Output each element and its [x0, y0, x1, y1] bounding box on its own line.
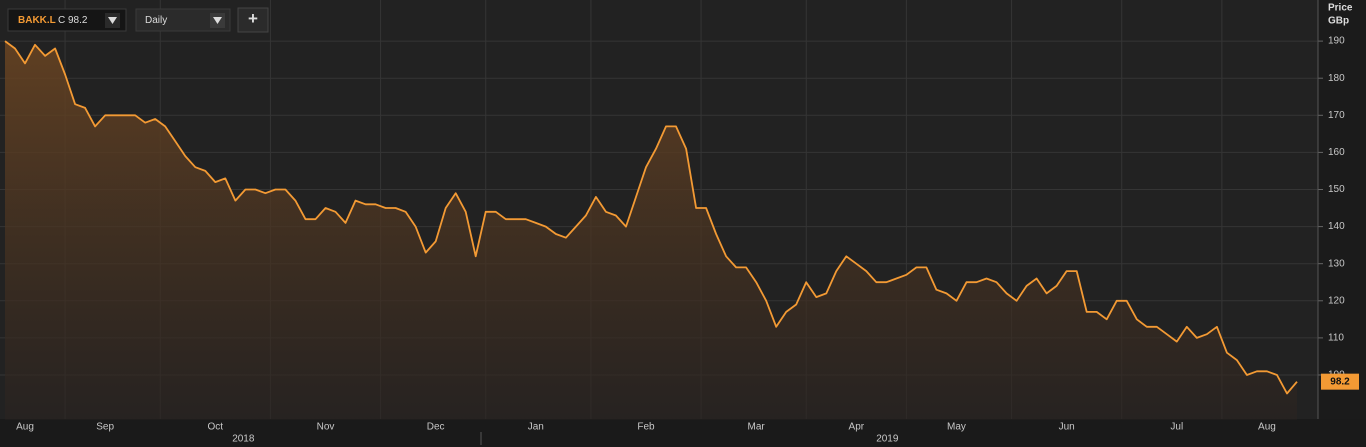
add-icon: + [248, 9, 258, 28]
add-button[interactable] [237, 7, 269, 33]
dropdown-arrow [108, 17, 117, 24]
y-axis-unit: GBp [1328, 16, 1349, 27]
x-tick-label: Dec [427, 422, 445, 433]
price-line [4, 40, 1298, 395]
area [5, 41, 1297, 420]
interval: Daily [145, 15, 167, 26]
x-tick-label: Mar [748, 422, 766, 433]
interval-box[interactable] [135, 8, 231, 32]
x-tick-label: Feb [637, 422, 655, 433]
x-tick-label: Sep [96, 422, 114, 433]
x-tick-label: Nov [317, 422, 335, 433]
x-tick-label: Jun [1059, 422, 1075, 433]
y-tick-label: 180 [1328, 73, 1345, 84]
y-tick-label: 120 [1328, 295, 1345, 306]
x-axis-strip [0, 419, 1366, 447]
x-tick-label: Aug [16, 422, 34, 433]
x-tick-label: Jul [1170, 422, 1183, 433]
y-tick-label: 140 [1328, 221, 1345, 232]
last-price-label: 98.2 [1330, 376, 1350, 387]
y-tick-label: 110 [1328, 333, 1344, 344]
x-tick-label: May [947, 422, 966, 433]
y-axis-title: Price [1328, 3, 1353, 14]
close-price: C 98.2 [58, 15, 88, 26]
x-tick-label: Jan [528, 422, 544, 433]
y-tick-label: 130 [1328, 258, 1345, 269]
marks [4, 40, 1298, 420]
y-tick-label: 150 [1328, 184, 1345, 195]
symbol: BAKK.L [18, 15, 56, 26]
labels: 100110120130140150160170180190AugSepOctN… [16, 36, 1359, 445]
dropdown-arrow [213, 17, 222, 24]
x-tick-label: Aug [1258, 422, 1276, 433]
last-price-box [1321, 373, 1359, 390]
y-tick-label: 190 [1328, 36, 1345, 47]
year-label: 2019 [876, 434, 899, 445]
y-tick-label: 170 [1328, 110, 1345, 121]
x-tick-label: Oct [208, 422, 224, 433]
toolbar: BAKK.L C 98.2 Daily + [7, 7, 269, 33]
x-tick-label: Apr [849, 422, 865, 433]
y-tick-label: 160 [1328, 147, 1345, 158]
year-label: 2018 [232, 434, 255, 445]
symbol-box[interactable] [7, 8, 127, 32]
